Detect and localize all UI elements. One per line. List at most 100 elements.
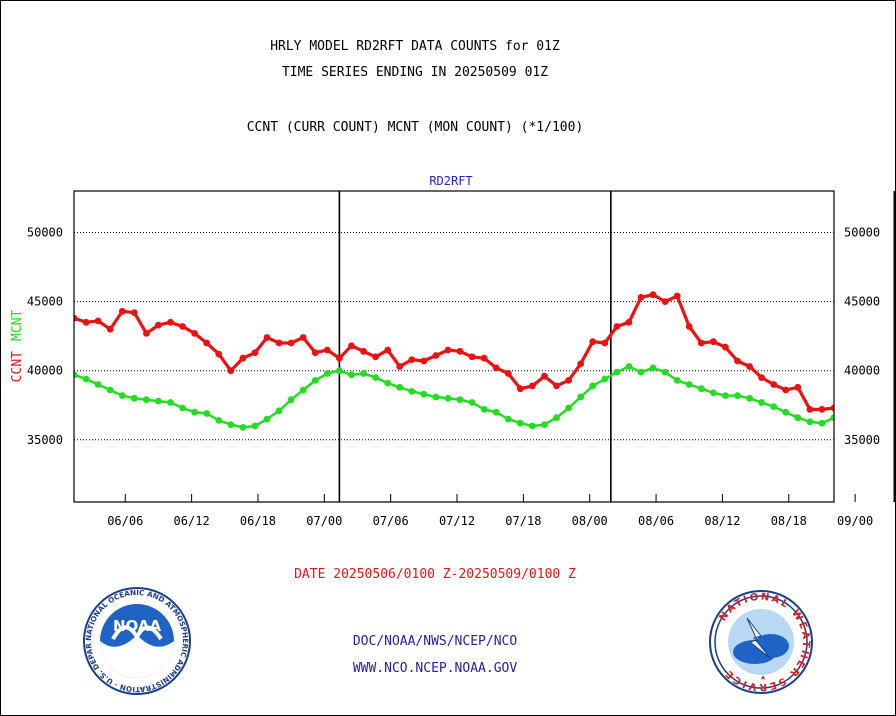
- ccnt-point-1: [82, 318, 90, 326]
- mcnt-point-35: [492, 408, 500, 416]
- mcnt-point-13: [227, 421, 235, 428]
- mcnt-point-48: [649, 364, 657, 372]
- ccnt-point-19: [299, 334, 307, 341]
- mcnt-point-3: [106, 386, 114, 394]
- series-ccnt: [74, 291, 862, 414]
- ccnt-point-42: [577, 360, 585, 368]
- ccnt-point-38: [529, 382, 536, 390]
- chart: RD2RFT 35000 35000 40000 40000 45000 45000 500…: [10, 174, 895, 528]
- mcnt-point-50: [673, 377, 681, 384]
- ccnt-point-56: [746, 363, 753, 370]
- ccnt-point-6: [143, 330, 150, 337]
- mcnt-point-10: [191, 408, 199, 416]
- mcnt-point-21: [323, 370, 331, 377]
- mcnt-point-44: [601, 375, 609, 383]
- ccnt-point-17: [275, 339, 283, 347]
- mcnt-point-40: [553, 414, 560, 422]
- mcnt-point-15: [251, 422, 259, 430]
- x-tick-label-07-18: 07/18: [505, 514, 541, 528]
- mcnt-point-32: [456, 396, 464, 404]
- ccnt-point-52: [697, 339, 705, 347]
- ccnt-point-44: [601, 339, 609, 347]
- mcnt-point-25: [372, 374, 379, 381]
- mcnt-point-49: [661, 368, 669, 376]
- mcnt-point-2: [94, 381, 102, 388]
- ccnt-point-63: [830, 404, 834, 412]
- ccnt-point-48: [649, 291, 657, 299]
- ccnt-point-4: [118, 307, 126, 315]
- ccnt-point-41: [565, 377, 572, 384]
- mcnt-point-9: [179, 404, 187, 412]
- mcnt-point-23: [348, 371, 355, 379]
- noaa-logo: NATIONAL OCEANIC AND ATMOSPHERIC ADMINIS…: [83, 587, 191, 695]
- mcnt-point-52: [697, 385, 705, 393]
- mcnt-point-51: [685, 381, 693, 388]
- mcnt-point-18: [287, 396, 295, 404]
- ccnt-point-40: [553, 382, 560, 390]
- ccnt-point-28: [408, 356, 416, 363]
- mcnt-point-7: [155, 397, 162, 405]
- ccnt-point-35: [492, 364, 500, 372]
- mcnt-point-26: [384, 379, 392, 387]
- mcnt-point-24: [360, 370, 367, 377]
- ccnt-point-55: [734, 357, 741, 365]
- mcnt-point-31: [444, 394, 452, 402]
- ccnt-point-50: [673, 292, 681, 300]
- ccnt-point-60: [794, 383, 802, 391]
- y-axis-label: CCNT MCNT: [10, 310, 25, 383]
- mcnt-point-6: [143, 396, 150, 404]
- grid-lines: [74, 191, 895, 502]
- mcnt-point-38: [529, 422, 536, 430]
- org-path-link[interactable]: DOC/NOAA/NWS/NCEP/NCO: [352, 634, 518, 649]
- x-tick-label-09-00: 09/00: [837, 514, 873, 528]
- x-tick-label-07-00: 07/00: [306, 514, 342, 528]
- x-tick-label-06-18: 06/18: [240, 514, 276, 528]
- ccnt-point-30: [432, 352, 440, 359]
- series-layer: [74, 291, 862, 431]
- ccnt-point-39: [541, 372, 548, 380]
- mcnt-point-16: [263, 415, 271, 423]
- ccnt-point-49: [661, 298, 669, 305]
- mcnt-point-4: [118, 392, 126, 399]
- ccnt-point-43: [589, 338, 597, 346]
- ccnt-point-22: [336, 354, 343, 362]
- y-tick-label-right-45000: 45000: [844, 295, 880, 309]
- ccnt-point-65: [855, 349, 862, 356]
- axis-labels: 35000 35000 40000 40000 45000 45000 50000 50000…: [27, 225, 880, 528]
- ccnt-point-3: [106, 325, 114, 333]
- mcnt-point-34: [480, 406, 488, 413]
- mcnt-point-56: [746, 394, 753, 402]
- ccnt-point-27: [396, 363, 404, 370]
- mcnt-point-11: [203, 410, 211, 417]
- ccnt-point-10: [191, 330, 199, 337]
- ccnt-point-2: [94, 317, 102, 325]
- mcnt-point-65: [855, 403, 862, 410]
- ccnt-point-26: [384, 346, 392, 354]
- chart-subtitle: CCNT (CURR COUNT) MCNT (MON COUNT) (*1/1…: [246, 120, 584, 135]
- ccnt-point-24: [360, 347, 367, 355]
- y-tick-label-left-40000: 40000: [27, 364, 63, 378]
- ccnt-point-58: [770, 381, 778, 388]
- mcnt-point-20: [311, 377, 319, 384]
- x-tick-label-07-06: 07/06: [373, 514, 409, 528]
- nws-logo: NATIONAL WEATHER SERVICE: [709, 590, 813, 694]
- mcnt-point-22: [336, 367, 343, 375]
- x-tick-label-08-18: 08/18: [771, 514, 807, 528]
- mcnt-point-54: [722, 392, 729, 399]
- y-tick-label-left-35000: 35000: [27, 433, 63, 447]
- ccnt-point-59: [782, 386, 790, 394]
- mcnt-point-27: [396, 383, 404, 391]
- x-tick-label-08-06: 08/06: [638, 514, 674, 528]
- ccnt-point-14: [239, 354, 247, 362]
- ccnt-point-29: [420, 357, 428, 365]
- ccnt-point-5: [130, 309, 138, 316]
- mcnt-point-39: [541, 421, 548, 428]
- date-range: DATE 20250506/0100 Z-20250509/0100 Z: [294, 567, 576, 582]
- mcnt-point-45: [613, 368, 621, 376]
- ccnt-point-57: [758, 374, 765, 381]
- website-link[interactable]: WWW.NCO.NCEP.NOAA.GOV: [352, 661, 518, 676]
- mcnt-point-58: [770, 403, 778, 410]
- ccnt-point-20: [311, 349, 319, 357]
- mcnt-point-63: [830, 414, 834, 422]
